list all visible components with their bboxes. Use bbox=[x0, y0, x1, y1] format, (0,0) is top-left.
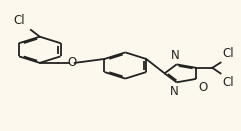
Text: N: N bbox=[170, 85, 179, 98]
Text: Cl: Cl bbox=[14, 14, 25, 27]
Text: Cl: Cl bbox=[222, 76, 234, 89]
Text: Cl: Cl bbox=[222, 47, 234, 60]
Text: O: O bbox=[198, 81, 208, 94]
Text: N: N bbox=[171, 48, 180, 62]
Text: O: O bbox=[67, 56, 76, 69]
